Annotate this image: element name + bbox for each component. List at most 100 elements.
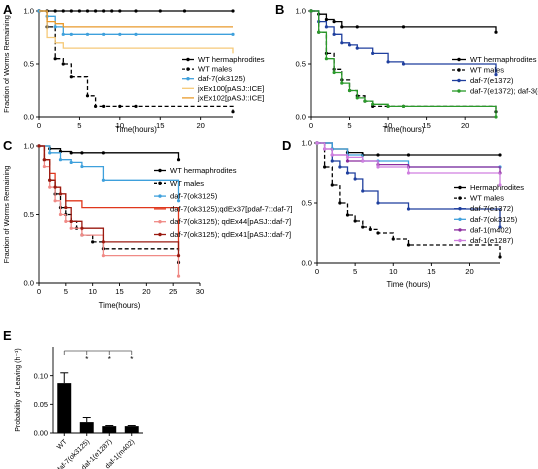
panel-d-data-point bbox=[406, 243, 411, 247]
panel-d-letter: D bbox=[282, 138, 291, 153]
panel-c-legend-label: WT hermaphrodites bbox=[170, 166, 237, 175]
panel-a-data-point bbox=[77, 9, 82, 13]
panel-d-data-point bbox=[406, 171, 411, 175]
panel-c-y-tick-label: 0.5 bbox=[23, 210, 34, 219]
panel-e-bar bbox=[102, 426, 117, 433]
panel-d-data-point bbox=[323, 165, 327, 169]
panel-d-data-point bbox=[345, 159, 350, 163]
panel-c: C 0.0 0.5 1.0 0 5 10 15 20 25 30 Time(hours) Fracti… bbox=[2, 138, 292, 310]
panel-b-data-point bbox=[332, 20, 336, 24]
panel-c-legend-label: daf-7(ok3125);qdEx37[pdaf-7::daf-7] bbox=[170, 204, 292, 213]
panel-d-data-point bbox=[353, 177, 357, 181]
panel-a-legend-marker bbox=[186, 77, 190, 81]
panel-a-data-point bbox=[85, 9, 90, 13]
panel-d-series-line bbox=[317, 142, 501, 185]
panel-a-data-point bbox=[118, 104, 122, 108]
panel-a-data-point bbox=[61, 62, 65, 66]
panel-a-data-point bbox=[69, 75, 73, 79]
panel-d-y-tick-label: 1.0 bbox=[301, 139, 312, 148]
panel-b-x-tick-label: 10 bbox=[384, 121, 392, 130]
panel-b-y-tick-label: 0.0 bbox=[295, 113, 306, 122]
panel-c-x-tick-label: 30 bbox=[196, 287, 204, 296]
panel-c-x-tick-label: 15 bbox=[115, 287, 123, 296]
panel-a-data-point bbox=[93, 104, 98, 108]
panel-d-data-point bbox=[498, 225, 502, 229]
panel-a-letter: A bbox=[3, 2, 13, 17]
panel-b-data-point bbox=[340, 81, 344, 85]
panel-c-legend-label: daf-7(ok3125); qdEx41[pASJ::daf-7] bbox=[170, 230, 291, 239]
panel-b-y-tick-label: 0.5 bbox=[295, 60, 306, 69]
panel-e-letter: E bbox=[3, 328, 12, 343]
panel-a-data-point bbox=[110, 9, 114, 13]
panel-c-legend-marker bbox=[158, 181, 162, 185]
panel-d-data-point bbox=[376, 231, 380, 235]
panel-d-data-point bbox=[345, 213, 350, 217]
panel-b-data-point bbox=[355, 46, 359, 50]
panel-d-data-point bbox=[361, 189, 365, 193]
panel-b-data-point bbox=[317, 30, 321, 34]
panel-b-data-point bbox=[363, 99, 367, 103]
panel-c-letter: C bbox=[3, 138, 13, 153]
panel-b-data-point bbox=[494, 73, 498, 77]
panel-c-data-point bbox=[53, 199, 57, 203]
panel-b-x-tick-label: 20 bbox=[461, 121, 469, 130]
panel-d-series-line bbox=[317, 142, 500, 168]
panel-a-legend-label: jxEx102[pASJ::ICE] bbox=[197, 93, 264, 102]
panel-b-series-line bbox=[311, 10, 497, 33]
panel-b: B 0.0 0.5 1.0 0 5 10 15 20 Time(hours) WT hermaph… bbox=[275, 2, 538, 134]
panel-c-legend-marker bbox=[158, 232, 162, 237]
panel-b-data-point bbox=[324, 17, 329, 22]
panel-c-series-line bbox=[39, 145, 180, 277]
panel-c-x-tick-label: 10 bbox=[88, 287, 96, 296]
panel-c-data-point bbox=[69, 219, 73, 223]
panel-d-x-tick-label: 20 bbox=[465, 267, 473, 276]
panel-b-x-tick-label: 15 bbox=[422, 121, 430, 130]
panel-a-y-tick-label: 0.0 bbox=[23, 113, 34, 122]
panel-c-legend-marker bbox=[158, 168, 162, 173]
panel-c-data-point bbox=[64, 206, 68, 210]
panel-b-data-point bbox=[340, 25, 344, 29]
panel-a-x-axis-title: Time(hours) bbox=[115, 125, 157, 134]
panel-b-data-point bbox=[401, 62, 406, 66]
panel-a-series-line bbox=[39, 10, 234, 54]
panel-d-data-point bbox=[498, 183, 502, 187]
panel-e-significance-star: * bbox=[108, 355, 111, 364]
panel-c-y-tick-label: 1.0 bbox=[23, 142, 34, 151]
panel-d-data-point bbox=[315, 141, 319, 145]
panel-e-y-axis-title: Probability of Leaving (h⁻¹) bbox=[15, 348, 22, 431]
panel-b-data-point bbox=[371, 51, 375, 56]
panel-a-y-tick-label: 1.0 bbox=[23, 7, 34, 16]
panel-d: D 0.0 0.5 1.0 0 5 10 15 20 Time (hours) Hermaphro… bbox=[282, 138, 524, 289]
panel-c-data-point bbox=[176, 199, 181, 203]
panel-b-data-point bbox=[386, 104, 390, 108]
panel-a-y-tick-label: 0.5 bbox=[23, 60, 34, 69]
panel-c-series-line bbox=[39, 145, 180, 256]
panel-a-series-line bbox=[39, 10, 234, 112]
panel-b-legend-marker bbox=[457, 68, 461, 72]
panel-a-y-axis-title: Fraction of Worms Remaining bbox=[2, 15, 11, 113]
panel-a-data-point bbox=[53, 25, 57, 29]
panel-c-data-point bbox=[101, 254, 105, 258]
panel-d-data-point bbox=[330, 153, 334, 157]
panel-d-legend-marker bbox=[458, 207, 462, 211]
panel-b-data-point bbox=[494, 30, 498, 34]
panel-c-x-tick-label: 5 bbox=[64, 287, 68, 296]
panel-e-bar bbox=[124, 426, 139, 433]
panel-d-legend-label: Hermaphrodites bbox=[470, 183, 524, 192]
panel-a-data-point bbox=[134, 32, 138, 36]
panel-d-data-point bbox=[345, 155, 350, 159]
panel-c-data-point bbox=[48, 185, 52, 189]
panel-a-data-point bbox=[69, 9, 73, 13]
panel-c-data-point bbox=[101, 178, 105, 182]
panel-d-data-point bbox=[376, 201, 380, 205]
panel-c-legend-marker bbox=[158, 220, 162, 224]
panel-a-legend-marker bbox=[186, 67, 190, 71]
panel-d-data-point bbox=[330, 183, 334, 187]
panel-a-x-tick-label: 0 bbox=[37, 121, 41, 130]
panel-a-series-line bbox=[39, 10, 233, 28]
panel-a-series-line bbox=[39, 10, 233, 35]
panel-a-data-point bbox=[134, 104, 138, 108]
panel-b-data-point bbox=[340, 41, 344, 45]
panel-c-data-point bbox=[80, 226, 84, 230]
